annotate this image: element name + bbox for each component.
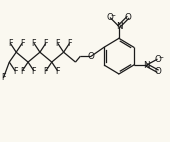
Text: F: F	[20, 39, 24, 48]
Text: F: F	[55, 66, 60, 76]
Text: O: O	[88, 52, 95, 61]
Text: N: N	[143, 60, 150, 70]
Text: N: N	[116, 22, 122, 31]
Text: O: O	[154, 55, 161, 64]
Text: −: −	[110, 12, 115, 18]
Text: ·: ·	[120, 21, 123, 27]
Text: F: F	[13, 66, 18, 76]
Text: O: O	[107, 13, 114, 22]
Text: F: F	[32, 66, 36, 76]
Text: F: F	[67, 39, 72, 48]
Text: −: −	[158, 54, 163, 59]
Text: F: F	[44, 39, 48, 48]
Text: O: O	[124, 13, 131, 22]
Text: F: F	[44, 66, 48, 76]
Text: F: F	[32, 39, 36, 48]
Text: F: F	[20, 66, 24, 76]
Text: ·: ·	[148, 60, 150, 66]
Text: F: F	[8, 39, 13, 48]
Text: F: F	[55, 39, 60, 48]
Text: F: F	[1, 73, 6, 83]
Text: O: O	[154, 66, 161, 76]
